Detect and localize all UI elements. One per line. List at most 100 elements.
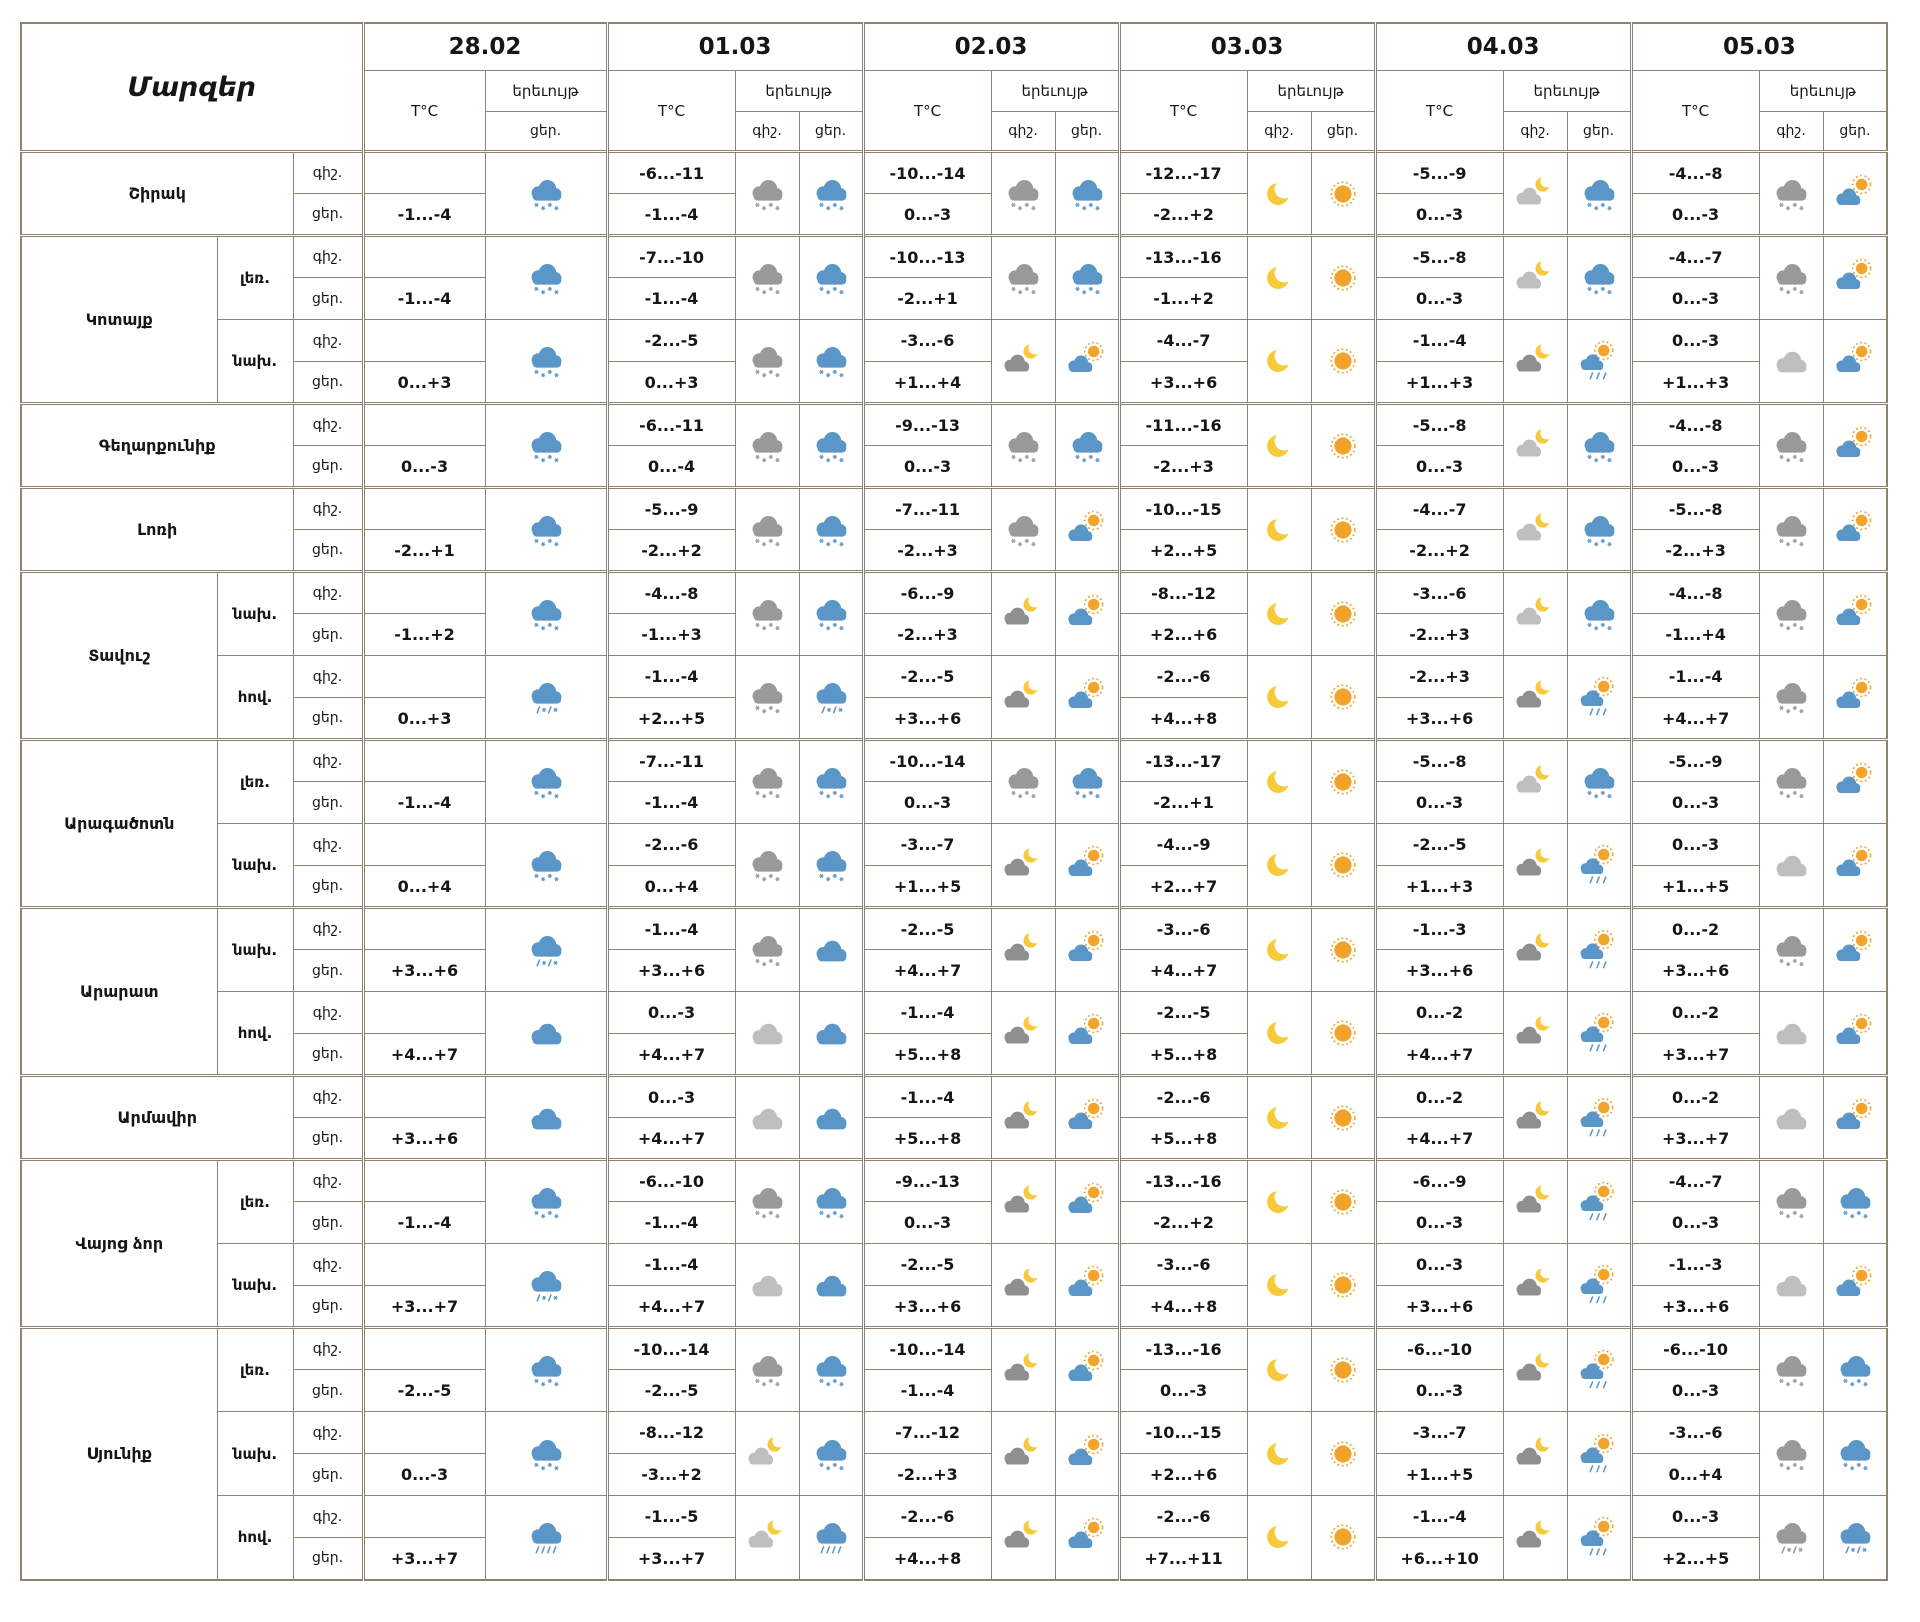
temp-day: +3...+7	[361, 1285, 486, 1328]
time-label-night: գիշ.	[292, 1074, 364, 1118]
phenomenon-cell	[990, 823, 1056, 908]
temp-night: -7...-11	[861, 486, 992, 530]
temp-day: +4...+7	[361, 1033, 486, 1076]
time-label-day: ցեր.	[292, 697, 364, 740]
temp-night: 0...-3	[1629, 1495, 1760, 1538]
day-header: ցեր.	[1566, 111, 1632, 152]
temp-day: +7...+11	[1117, 1537, 1248, 1580]
sun-cloud-rain-icon	[1580, 1350, 1614, 1389]
temp-day: +1...+4	[861, 361, 992, 404]
phenomenon-cell	[734, 1243, 800, 1328]
snow-blue-icon	[531, 1356, 561, 1387]
snow-blue-icon	[1584, 515, 1615, 546]
temp-night: -10...-13	[861, 234, 992, 278]
temp-night	[361, 1326, 486, 1370]
phenomenon-header: երեւույթ	[1246, 70, 1376, 112]
phenomenon-cell	[1502, 906, 1568, 992]
temp-night: -5...-8	[1629, 486, 1760, 530]
temp-day: 0...-3	[1373, 445, 1504, 488]
temp-night: -9...-13	[861, 1158, 992, 1202]
temp-day: -1...-4	[361, 781, 486, 824]
time-label-day: ցեր.	[292, 529, 364, 572]
phenomenon-cell	[1822, 486, 1888, 572]
region-name: Լոռի	[20, 486, 294, 572]
phenomenon-cell	[798, 1326, 864, 1412]
moon-cloud-icon	[1516, 1518, 1553, 1548]
time-label-night: գիշ.	[292, 1326, 364, 1370]
sun-cloud-rain-icon	[1580, 341, 1614, 380]
temp-night: -11...-16	[1117, 402, 1248, 446]
phenomenon-cell	[734, 402, 800, 488]
moon-icon	[1267, 935, 1294, 961]
phenomenon-cell	[734, 1074, 800, 1160]
phenomenon-cell	[1822, 1495, 1888, 1580]
phenomenon-cell	[1246, 1158, 1312, 1244]
phenomenon-cell	[1310, 570, 1376, 656]
temp-day: 0...-3	[1373, 277, 1504, 320]
phenomenon-cell	[798, 1158, 864, 1244]
moon-cloud-icon	[1516, 1351, 1553, 1381]
temp-day: 0...+3	[361, 697, 486, 740]
sun-cloud-icon	[1836, 677, 1872, 708]
temp-day: +5...+8	[1117, 1117, 1248, 1160]
phenomenon-cell	[798, 1243, 864, 1328]
sun-cloud-icon	[1067, 1350, 1103, 1381]
sun-cloud-icon	[1836, 510, 1872, 541]
snow-blue-icon	[531, 851, 561, 882]
phenomenon-cell	[798, 906, 864, 992]
snow-gray-icon	[1776, 936, 1807, 967]
snow-blue-icon	[1840, 1439, 1871, 1470]
temp-header: T°C	[605, 70, 736, 152]
cloud-gray-icon	[752, 1275, 783, 1297]
phenomenon-cell	[1310, 655, 1376, 740]
phenomenon-cell	[990, 1074, 1056, 1160]
temp-day: -1...+2	[361, 613, 486, 656]
temp-day: +2...+7	[1117, 865, 1248, 908]
time-label-day: ցեր.	[292, 865, 364, 908]
phenomenon-cell	[484, 655, 608, 740]
temp-night: -4...-7	[1373, 486, 1504, 530]
moon-cloud-icon	[1004, 1014, 1041, 1044]
phenomenon-cell	[1054, 1074, 1120, 1160]
phenomenon-cell	[1566, 906, 1632, 992]
snow-gray-icon	[752, 683, 783, 714]
phenomenon-cell	[798, 1411, 864, 1496]
phenomenon-cell	[1310, 402, 1376, 488]
temp-day: -1...-4	[861, 1369, 992, 1412]
temp-day: +3...+7	[1629, 1033, 1760, 1076]
moon-cloud-light-icon	[1516, 174, 1553, 205]
temp-day: 0...-3	[1117, 1369, 1248, 1412]
phenomenon-cell	[990, 402, 1056, 488]
temp-night: -1...-4	[861, 1074, 992, 1118]
phenomenon-cell	[1054, 486, 1120, 572]
time-label-day: ցեր.	[292, 277, 364, 320]
temp-night	[361, 906, 486, 950]
temp-night	[361, 1074, 486, 1118]
phenomenon-cell	[484, 1074, 608, 1160]
sleet-blue-icon	[531, 683, 561, 714]
phenomenon-cell	[1310, 319, 1376, 404]
phenomenon-cell	[1822, 150, 1888, 236]
temp-night: -1...-4	[605, 1243, 736, 1286]
snow-gray-icon	[752, 264, 783, 295]
sun-cloud-icon	[1836, 426, 1872, 457]
phenomenon-cell	[1566, 570, 1632, 656]
temp-day: 0...-4	[605, 445, 736, 488]
phenomenon-cell	[484, 738, 608, 824]
sun-cloud-icon	[1836, 258, 1872, 289]
phenomenon-cell	[990, 486, 1056, 572]
snow-blue-icon	[531, 768, 561, 799]
snow-gray-icon	[1008, 431, 1039, 462]
phenomenon-cell	[1310, 1326, 1376, 1412]
phenomenon-cell	[1246, 319, 1312, 404]
temp-day: +3...+6	[1117, 361, 1248, 404]
temp-night: -2...-5	[1117, 991, 1248, 1034]
snow-gray-icon	[1008, 264, 1039, 295]
phenomenon-cell	[1822, 402, 1888, 488]
sun-cloud-icon	[1067, 845, 1103, 876]
snow-gray-icon	[752, 1188, 783, 1219]
sun-cloud-icon	[1067, 930, 1103, 961]
temp-night: -3...-6	[1373, 570, 1504, 614]
temp-day: +5...+8	[861, 1117, 992, 1160]
temp-night: -10...-15	[1117, 486, 1248, 530]
